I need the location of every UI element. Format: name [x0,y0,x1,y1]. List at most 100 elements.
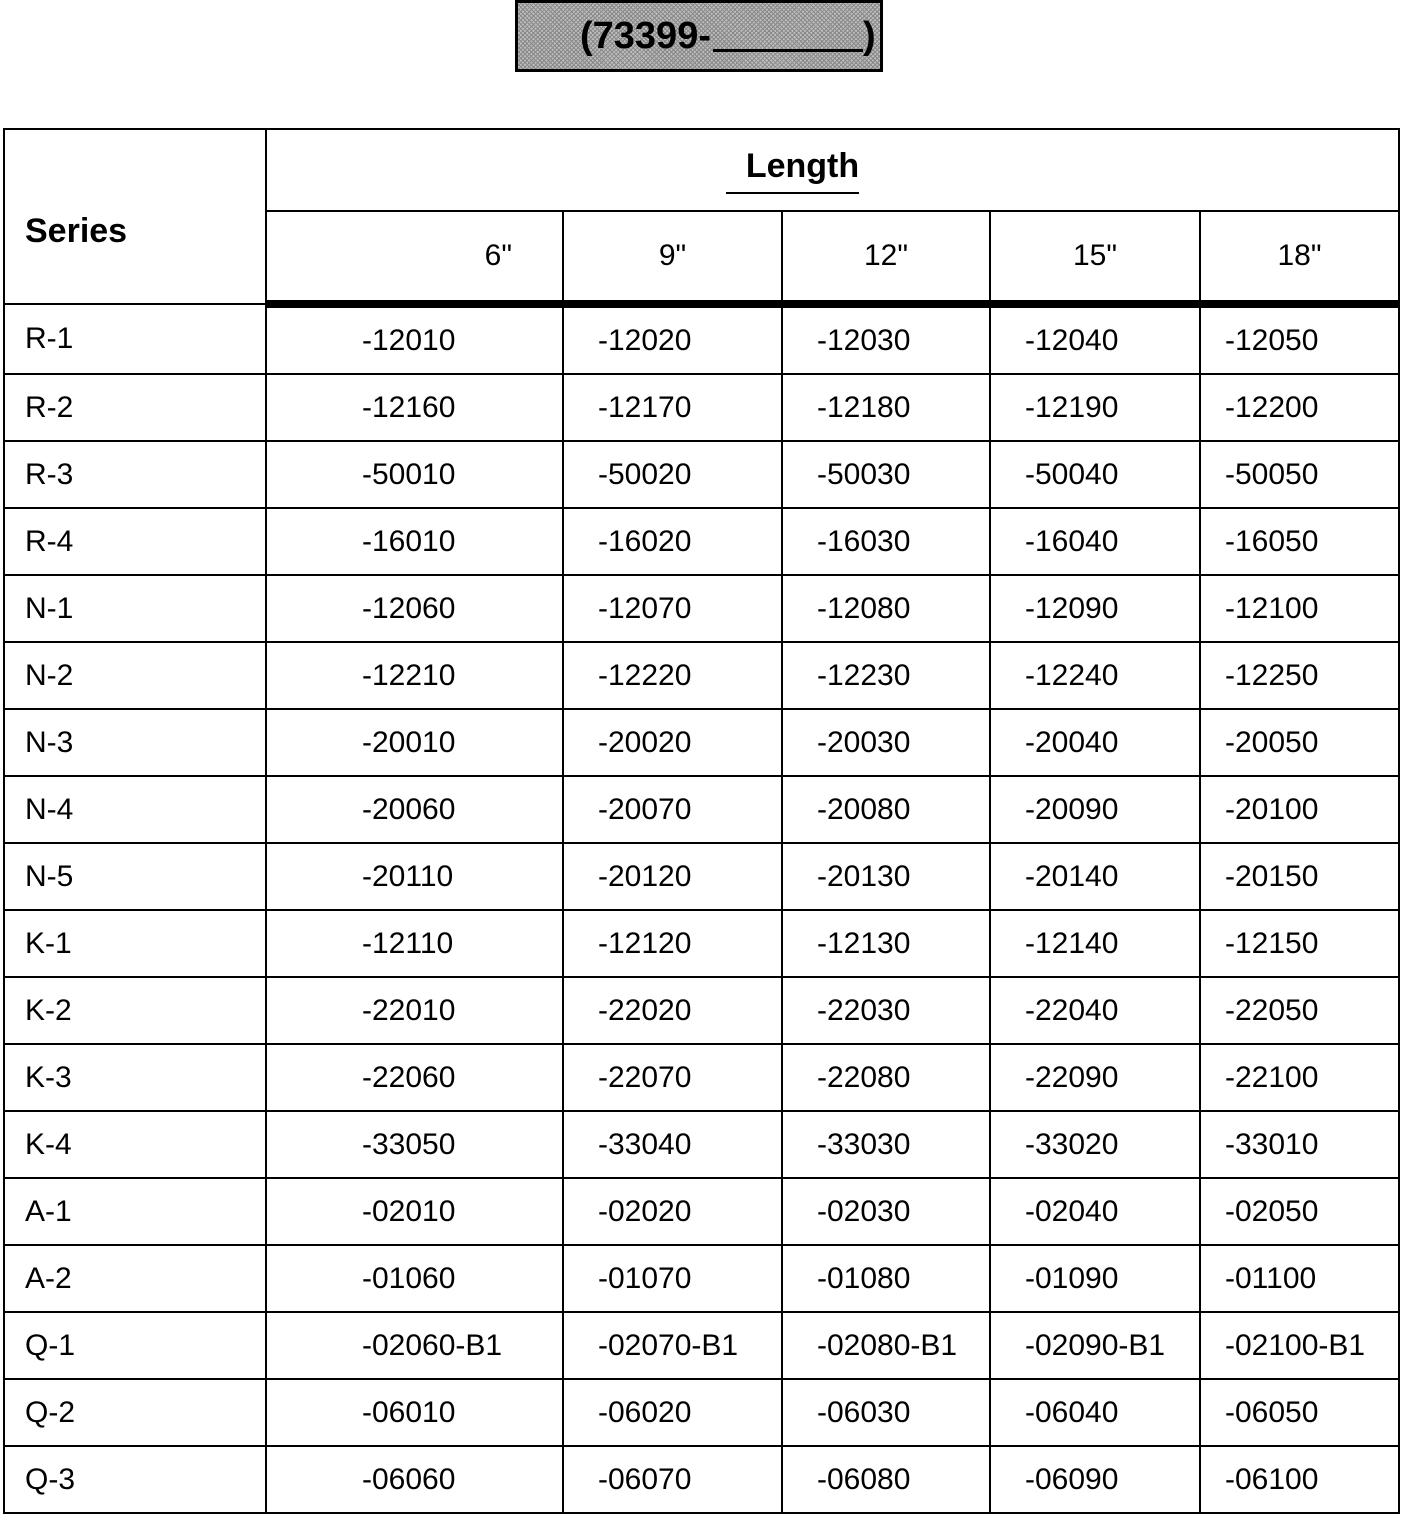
length-size-header: 9" [562,210,783,308]
part-number-cell: -50050 [1199,440,1400,509]
part-number-cell: -20110 [265,842,564,911]
part-number-cell: -12070 [562,574,783,643]
part-number-cell: -22050 [1199,976,1400,1045]
part-number-cell: -20040 [989,708,1201,777]
part-number-cell: -33030 [781,1110,991,1179]
series-cell: R-1 [3,303,267,375]
part-number-cell: -16020 [562,507,783,576]
table-row: R-2 -12160 -12170 -12180 -12190 -12200 [3,373,1400,442]
part-number-cell: -12040 [989,303,1201,375]
part-number-cell: -02080-B1 [781,1311,991,1380]
part-number-cell: -22080 [781,1043,991,1112]
part-number-cell: -12110 [265,909,564,978]
series-cell: Q-1 [3,1311,267,1380]
part-number-cell: -02070-B1 [562,1311,783,1380]
series-header: Series [3,128,267,305]
series-cell: K-2 [3,976,267,1045]
part-number-cell: -16050 [1199,507,1400,576]
part-number-cell: -12100 [1199,574,1400,643]
part-number-cell: -20080 [781,775,991,844]
part-number-cell: -50020 [562,440,783,509]
part-number-cell: -12150 [1199,909,1400,978]
series-cell: N-4 [3,775,267,844]
table-row: K-1 -12110 -12120 -12130 -12140 -12150 [3,909,1400,978]
table-row: N-2 -12210 -12220 -12230 -12240 -12250 [3,641,1400,710]
part-number-cell: -06070 [562,1445,783,1514]
part-number-cell: -20140 [989,842,1201,911]
part-number-cell: -12240 [989,641,1201,710]
part-number-cell: -20060 [265,775,564,844]
part-number-cell: -22100 [1199,1043,1400,1112]
table-row: Q-2 -06010 -06020 -06030 -06040 -06050 [3,1378,1400,1447]
part-number-cell: -20120 [562,842,783,911]
length-size-header: 18" [1199,210,1400,308]
part-number-cell: -50010 [265,440,564,509]
part-number-cell: -20130 [781,842,991,911]
part-number-cell: -01090 [989,1244,1201,1313]
part-number-cell: -20090 [989,775,1201,844]
part-number-cell: -20030 [781,708,991,777]
part-number-cell: -06050 [1199,1378,1400,1447]
series-cell: A-1 [3,1177,267,1246]
table-row: K-4 -33050 -33040 -33030 -33020 -33010 [3,1110,1400,1179]
part-number-cell: -22040 [989,976,1201,1045]
table-row: Q-1 -02060-B1 -02070-B1 -02080-B1 -02090-B1-… [3,1311,1400,1380]
series-cell: Q-2 [3,1378,267,1447]
part-number-cell: -06040 [989,1378,1201,1447]
part-number-cell: -22020 [562,976,783,1045]
part-number-cell: -12120 [562,909,783,978]
part-number-cell: -33020 [989,1110,1201,1179]
part-number-cell: -06100 [1199,1445,1400,1514]
part-number-cell: -50030 [781,440,991,509]
part-number-cell: -12140 [989,909,1201,978]
part-number-cell: -22010 [265,976,564,1045]
part-number-cell: -01100 [1199,1244,1400,1313]
part-number-blank [712,21,863,52]
length-label: Length [725,147,860,194]
part-number-cell: -12250 [1199,641,1400,710]
part-number-cell: -06090 [989,1445,1201,1514]
part-number-cell: -22090 [989,1043,1201,1112]
part-number-cell: -02100-B1 [1199,1311,1400,1380]
part-number-cell: -12180 [781,373,991,442]
part-number-cell: -12030 [781,303,991,375]
series-cell: A-2 [3,1244,267,1313]
series-cell: N-2 [3,641,267,710]
length-size-header: 12" [781,210,991,308]
part-number-box: (73399- ) [515,0,883,72]
part-number-cell: -02040 [989,1177,1201,1246]
part-number-cell: -20050 [1199,708,1400,777]
series-cell: R-4 [3,507,267,576]
table-row: Q-3 -06060 -06070 -06080 -06090 -06100 [3,1445,1400,1514]
part-number-cell: -12080 [781,574,991,643]
part-number-cell: -33010 [1199,1110,1400,1179]
length-header: Length [265,128,1400,212]
part-number-cell: -12090 [989,574,1201,643]
table-row: R-1 -12010 -12020 -12030 -12040 -12050 [3,303,1400,375]
table-row: N-1 -12060 -12070 -12080 -12090 -12100 [3,574,1400,643]
length-size-header: 15" [989,210,1201,308]
part-number-cell: -12220 [562,641,783,710]
part-number-cell: -16040 [989,507,1201,576]
part-number-cell: -01080 [781,1244,991,1313]
series-cell: N-1 [3,574,267,643]
part-number-cell: -12160 [265,373,564,442]
table-row: A-2 -01060 -01070 -01080 -01090 -01100 [3,1244,1400,1313]
part-number-cell: -01060 [265,1244,564,1313]
part-number-cell: -12230 [781,641,991,710]
length-size-header: 6" [265,210,564,308]
part-number-cell: -50040 [989,440,1201,509]
part-number-cell: -01070 [562,1244,783,1313]
part-number-cell: -12170 [562,373,783,442]
part-number-cell: -12050 [1199,303,1400,375]
series-cell: K-3 [3,1043,267,1112]
series-cell: R-2 [3,373,267,442]
table-row: R-3 -50010 -50020 -50030 -50040 -50050 [3,440,1400,509]
part-number-cell: -16030 [781,507,991,576]
part-number-cell: -06030 [781,1378,991,1447]
series-cell: R-3 [3,440,267,509]
part-number-cell: -16010 [265,507,564,576]
part-number-cell: -20020 [562,708,783,777]
table-row: R-4 -16010 -16020 -16030 -16040 -16050 [3,507,1400,576]
part-number-cell: -22030 [781,976,991,1045]
